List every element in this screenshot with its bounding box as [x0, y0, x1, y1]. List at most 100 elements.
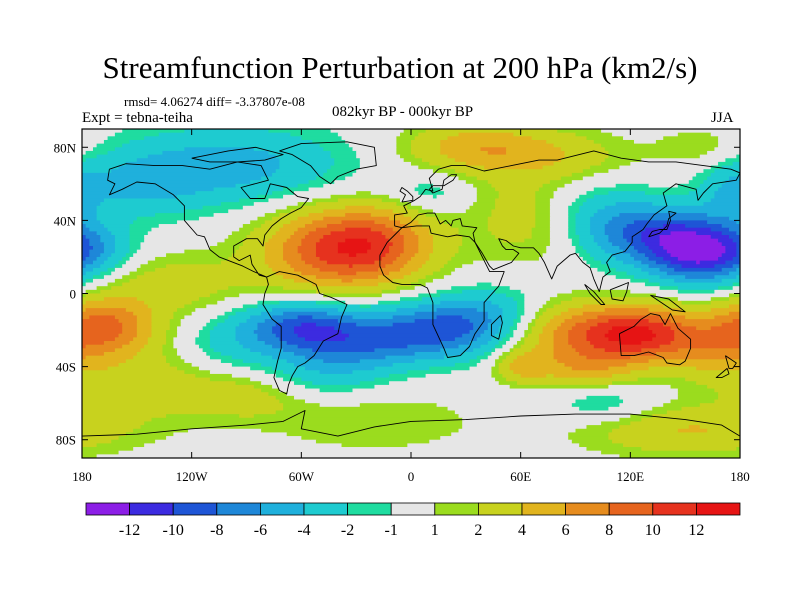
- contour-cell: [82, 136, 109, 141]
- contour-cell: [725, 180, 740, 185]
- contour-cell: [268, 238, 288, 243]
- contour-field: [82, 129, 740, 458]
- contour-cell: [191, 311, 226, 317]
- coastline-sumatra: [584, 284, 606, 305]
- contour-cell: [136, 351, 164, 357]
- contour-cell: [209, 319, 226, 324]
- colorbar-label: -4: [297, 522, 310, 539]
- contour-cell: [487, 224, 536, 229]
- contour-cell: [235, 249, 266, 254]
- contour-cell: [261, 362, 295, 368]
- contour-cell: [663, 245, 726, 251]
- contour-cell: [89, 242, 105, 247]
- contour-cell: [337, 271, 357, 276]
- contour-cell: [641, 158, 726, 163]
- contour-cell: [495, 202, 536, 207]
- contour-cell: [158, 224, 244, 229]
- contour-cell: [411, 216, 438, 221]
- contour-cell: [524, 330, 533, 335]
- contour-cell: [648, 366, 697, 371]
- contour-cell: [264, 245, 284, 251]
- contour-cell: [597, 242, 613, 247]
- contour-cell: [330, 165, 361, 170]
- contour-cell: [436, 194, 478, 200]
- contour-cell: [341, 330, 471, 335]
- contour-cell: [107, 227, 131, 232]
- contour-cell: [279, 399, 306, 404]
- contour-cell: [498, 194, 536, 200]
- contour-cell: [571, 172, 595, 178]
- contour-cell: [535, 198, 551, 203]
- contour-cell: [82, 425, 142, 430]
- contour-cell: [297, 202, 317, 207]
- contour-cell: [633, 220, 708, 225]
- contour-cell: [136, 319, 153, 324]
- contour-cell: [619, 403, 664, 408]
- contour-cell: [564, 154, 609, 159]
- contour-cell: [359, 359, 416, 364]
- contour-cell: [82, 202, 101, 207]
- contour-cell: [498, 355, 507, 360]
- contour-cell: [458, 249, 547, 254]
- contour-cell: [275, 373, 291, 379]
- contour-cell: [304, 224, 328, 229]
- contour-cell: [100, 271, 112, 276]
- contour-cell: [509, 326, 518, 331]
- contour-cell: [103, 139, 131, 145]
- contour-cell: [546, 139, 595, 145]
- contour-cell: [535, 319, 551, 324]
- contour-cell: [125, 359, 167, 364]
- contour-cell: [129, 235, 145, 240]
- contour-cell: [421, 297, 514, 302]
- contour-cell: [294, 231, 310, 236]
- contour-cell: [82, 417, 153, 423]
- contour-cell: [575, 231, 591, 236]
- contour-cell: [473, 348, 493, 353]
- contour-cell: [418, 249, 434, 254]
- contour-cell: [272, 216, 299, 221]
- contour-cell: [272, 308, 339, 313]
- contour-cell: [195, 341, 211, 346]
- contour-cell: [279, 158, 335, 163]
- contour-cell: [356, 191, 372, 196]
- contour-cell: [82, 158, 87, 163]
- contour-cell: [235, 337, 259, 342]
- contour-cell: [326, 311, 416, 317]
- contour-cell: [699, 154, 737, 159]
- colorbar-label: 1: [431, 522, 439, 539]
- contour-cell: [279, 388, 321, 393]
- contour-cell: [209, 344, 244, 349]
- contour-cell: [297, 333, 350, 338]
- contour-cell: [103, 275, 123, 280]
- contour-cell: [290, 132, 339, 137]
- contour-cell: [729, 304, 740, 309]
- contour-cell: [458, 231, 493, 236]
- contour-cell: [407, 205, 423, 211]
- contour-cell: [228, 235, 248, 240]
- contour-cell: [549, 319, 566, 324]
- contour-cell: [356, 253, 387, 258]
- contour-cell: [147, 231, 233, 236]
- contour-cell: [604, 158, 642, 163]
- contour-cell: [703, 180, 726, 185]
- contour-cell: [553, 373, 613, 379]
- contour-cell: [553, 161, 602, 167]
- contour-cell: [721, 224, 740, 229]
- contour-cell: [301, 136, 343, 141]
- contour-cell: [707, 213, 740, 218]
- contour-cell: [677, 132, 712, 137]
- contour-cell: [579, 351, 657, 357]
- contour-cell: [568, 432, 609, 437]
- contour-cell: [169, 319, 182, 324]
- contour-cell: [443, 220, 489, 225]
- contour-cell: [571, 344, 595, 349]
- contour-cell: [198, 366, 251, 371]
- contour-cell: [418, 165, 441, 170]
- contour-cell: [122, 330, 138, 335]
- contour-cell: [535, 344, 555, 349]
- contour-cell: [579, 205, 606, 211]
- contour-cell: [144, 136, 302, 141]
- contour-cell: [330, 129, 405, 134]
- contour-cell: [261, 388, 280, 393]
- contour-cell: [418, 304, 500, 309]
